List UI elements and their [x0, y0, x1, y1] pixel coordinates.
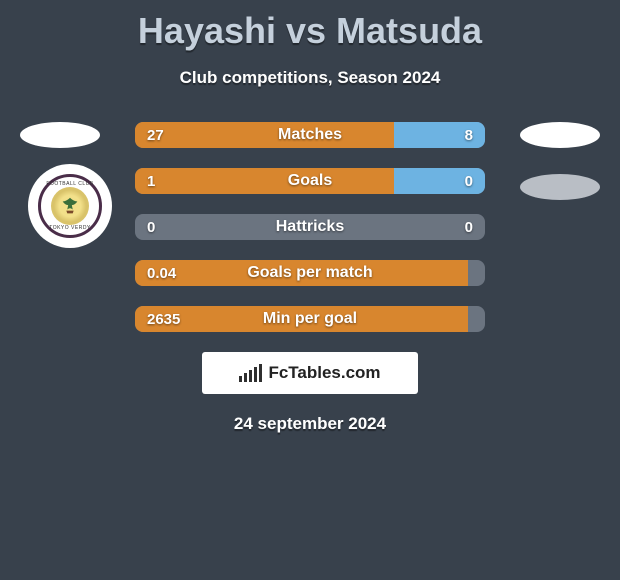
- logo-bar-icon: [254, 367, 257, 382]
- stat-label: Min per goal: [135, 306, 485, 332]
- stat-rows: Matches278Goals10Hattricks00Goals per ma…: [135, 122, 485, 332]
- logo-bars-icon: [239, 364, 262, 382]
- logo-bar-icon: [259, 364, 262, 382]
- stat-value-left: 1: [147, 168, 155, 194]
- stat-label: Goals per match: [135, 260, 485, 286]
- logo-bar-icon: [239, 376, 242, 382]
- crest-inner-icon: [51, 187, 89, 225]
- club-crest-icon: FOOTBALL CLUB TOKYO VERDY: [38, 174, 102, 238]
- logo-bar-icon: [249, 370, 252, 382]
- stat-row: Matches27 8: [135, 122, 485, 148]
- footer-logo-text: FcTables.com: [268, 363, 380, 383]
- stat-value-left: 27: [147, 122, 164, 148]
- stat-label: Goals: [135, 168, 485, 194]
- crest-text-top: FOOTBALL CLUB: [46, 181, 93, 187]
- bird-icon: [59, 195, 81, 217]
- footer-logo: FcTables.com: [202, 352, 418, 394]
- page-title: Hayashi vs Matsuda: [0, 10, 620, 52]
- stat-label: Hattricks: [135, 214, 485, 240]
- stat-value-left: 0.04: [147, 260, 176, 286]
- stat-row: Min per goal2635: [135, 306, 485, 332]
- stat-value-right: 8: [465, 122, 473, 148]
- crest-text-bottom: TOKYO VERDY: [49, 225, 91, 231]
- stat-value-left: 0: [147, 214, 155, 240]
- footer-date: 24 september 2024: [0, 414, 620, 434]
- stats-area: FOOTBALL CLUB TOKYO VERDY Matches27 8 Goal…: [0, 122, 620, 332]
- stat-value-left: 2635: [147, 306, 180, 332]
- stat-label: Matches: [135, 122, 485, 148]
- player-left-club-badge: FOOTBALL CLUB TOKYO VERDY: [28, 164, 112, 248]
- logo-bar-icon: [244, 373, 247, 382]
- stat-value-right: 0: [465, 168, 473, 194]
- player-left-badge-ellipse: [20, 122, 100, 148]
- page-subtitle: Club competitions, Season 2024: [0, 68, 620, 88]
- player-right-club-ellipse: [520, 174, 600, 200]
- stat-row: Goals1 0: [135, 168, 485, 194]
- page-root: Hayashi vs Matsuda Club competitions, Se…: [0, 0, 620, 434]
- stat-row: Hattricks0 0: [135, 214, 485, 240]
- stat-value-right: 0: [465, 214, 473, 240]
- player-right-badge-ellipse: [520, 122, 600, 148]
- stat-row: Goals per match0.04: [135, 260, 485, 286]
